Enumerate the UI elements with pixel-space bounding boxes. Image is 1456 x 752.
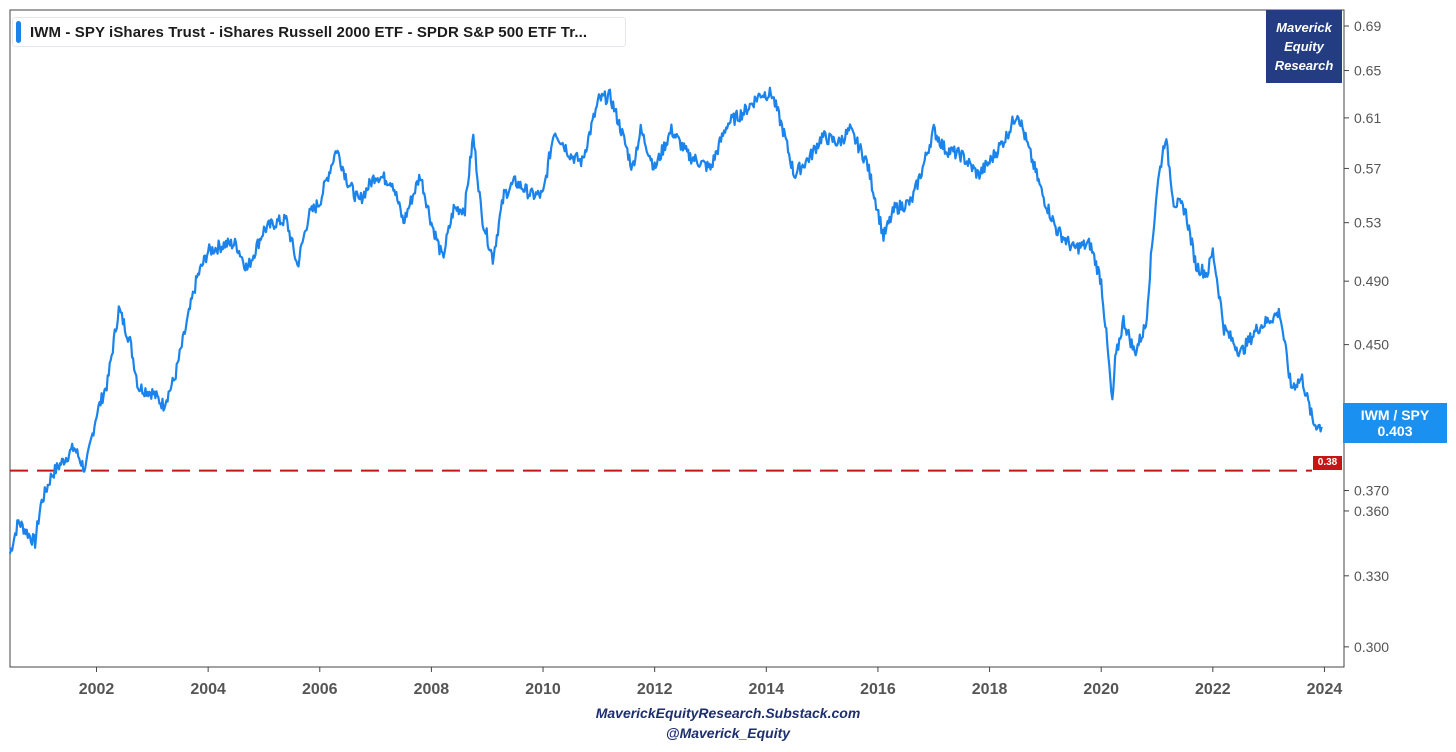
x-tick-label: 2012 bbox=[637, 681, 673, 698]
x-tick-label: 2016 bbox=[860, 681, 896, 698]
y-tick-label: 0.69 bbox=[1354, 18, 1381, 34]
y-axis: 0.300 0.330 0.360 0.370 0.450 0.490 0.53 0.57 0.… bbox=[1344, 18, 1389, 655]
last-value-tag: IWM / SPY 0.403 bbox=[1343, 403, 1447, 443]
y-tick-label: 0.490 bbox=[1354, 273, 1389, 289]
legend-label: IWM - SPY iShares Trust - iShares Russel… bbox=[30, 23, 588, 41]
credit-handle: @Maverick_Equity bbox=[665, 725, 791, 741]
y-tick-label: 0.57 bbox=[1354, 160, 1381, 176]
x-axis: 2002 2004 2006 2008 2010 2012 2014 2016 2018 2020… bbox=[79, 667, 1343, 698]
x-tick-label: 2014 bbox=[749, 681, 785, 698]
x-tick-label: 2018 bbox=[972, 681, 1008, 698]
x-tick-label: 2020 bbox=[1083, 681, 1119, 698]
badge-line-1: Maverick bbox=[1276, 20, 1332, 35]
badge-line-2: Equity bbox=[1284, 39, 1324, 54]
x-tick-label: 2006 bbox=[302, 681, 338, 698]
plot-area bbox=[9, 9, 1345, 668]
y-tick-label: 0.450 bbox=[1354, 337, 1389, 353]
legend: IWM - SPY iShares Trust - iShares Russel… bbox=[12, 17, 626, 47]
x-tick-label: 2010 bbox=[525, 681, 561, 698]
y-tick-label: 0.61 bbox=[1354, 110, 1381, 126]
series-line-iwm-spy bbox=[8, 86, 1323, 554]
y-tick-label: 0.65 bbox=[1354, 63, 1381, 79]
x-tick-label: 2002 bbox=[79, 681, 115, 698]
y-tick-label: 0.360 bbox=[1354, 503, 1389, 519]
reference-level-tag: 0.38 bbox=[1313, 456, 1342, 470]
x-tick-label: 2022 bbox=[1195, 681, 1231, 698]
legend-swatch bbox=[16, 21, 21, 43]
x-tick-label: 2004 bbox=[190, 681, 226, 698]
y-tick-label: 0.330 bbox=[1354, 568, 1389, 584]
y-tick-label: 0.370 bbox=[1354, 483, 1389, 499]
x-tick-label: 2024 bbox=[1307, 681, 1343, 698]
credit-website: MaverickEquityResearch.Substack.com bbox=[595, 705, 861, 721]
badge-line-3: Research bbox=[1274, 58, 1334, 73]
x-tick-label: 2008 bbox=[414, 681, 450, 698]
brand-badge: Maverick Equity Research bbox=[1266, 10, 1342, 83]
last-value-number: 0.403 bbox=[1377, 423, 1413, 439]
y-tick-label: 0.300 bbox=[1354, 639, 1389, 655]
y-tick-label: 0.53 bbox=[1354, 215, 1381, 231]
last-value-label: IWM / SPY bbox=[1360, 407, 1430, 423]
